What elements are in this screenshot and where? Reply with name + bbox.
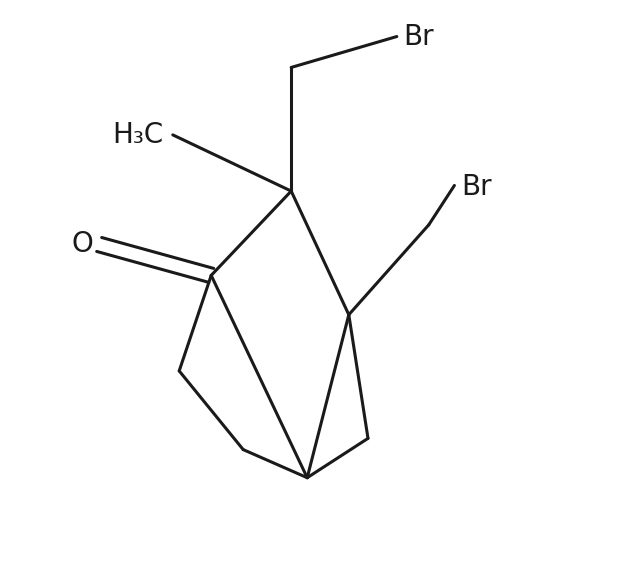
Text: H₃C: H₃C: [112, 121, 163, 149]
Text: O: O: [71, 230, 93, 259]
Text: Br: Br: [461, 173, 492, 201]
Text: Br: Br: [403, 22, 434, 51]
